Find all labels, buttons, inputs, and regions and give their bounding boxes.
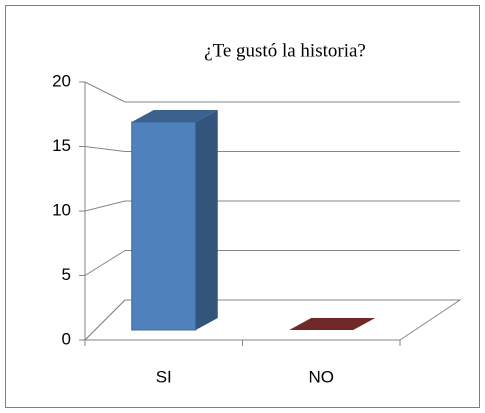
y-tick-label: 20 [52,71,71,90]
chart-title: ¿Te gustó la historia? [204,40,366,61]
y-tick-label: 5 [62,265,71,284]
wall-grid-line [84,299,126,341]
x-tick-label: SI [156,367,172,386]
bar-side [195,110,218,330]
bar-top [131,110,218,122]
bar-top [289,318,376,330]
chart-border [5,5,480,408]
wall-grid-line [84,81,126,103]
wall-grid-line [84,146,126,152]
y-tick-label: 0 [62,329,71,348]
y-tick-label: 15 [52,136,71,155]
bar-front [131,121,197,331]
y-tick-label: 10 [52,200,71,219]
wall-grid-line [84,200,126,212]
wall-grid-line [84,250,126,276]
x-tick-label: NO [309,367,335,386]
